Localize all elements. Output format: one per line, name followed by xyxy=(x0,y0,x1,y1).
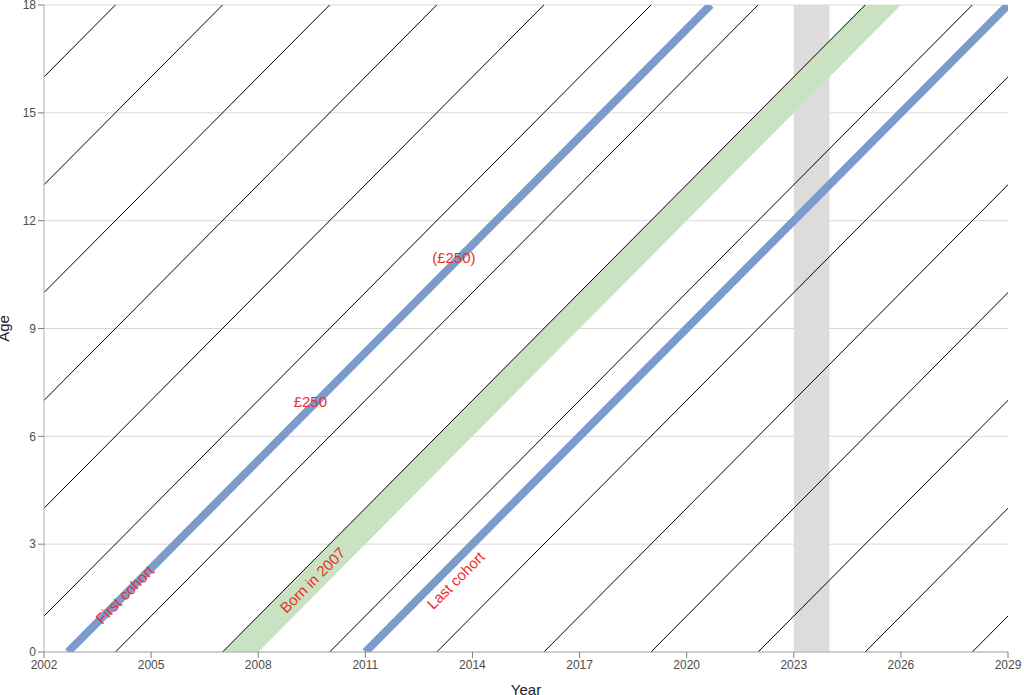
svg-text:2026: 2026 xyxy=(888,658,915,672)
svg-text:9: 9 xyxy=(29,322,36,336)
svg-text:2011: 2011 xyxy=(352,658,378,672)
svg-text:2017: 2017 xyxy=(566,658,593,672)
svg-text:£250: £250 xyxy=(294,393,327,410)
svg-text:0: 0 xyxy=(29,645,36,659)
svg-text:15: 15 xyxy=(23,106,37,120)
svg-text:18: 18 xyxy=(23,0,37,12)
svg-text:2014: 2014 xyxy=(459,658,486,672)
svg-text:2005: 2005 xyxy=(138,658,165,672)
svg-text:Born in 2007: Born in 2007 xyxy=(276,544,348,616)
svg-text:Year: Year xyxy=(511,681,541,695)
svg-text:2029: 2029 xyxy=(995,658,1016,672)
svg-text:2020: 2020 xyxy=(673,658,700,672)
svg-text:2002: 2002 xyxy=(31,658,58,672)
svg-text:12: 12 xyxy=(23,214,37,228)
svg-text:3: 3 xyxy=(29,537,36,551)
svg-text:First cohort: First cohort xyxy=(92,561,158,627)
svg-text:(£250): (£250) xyxy=(432,249,475,266)
svg-text:2008: 2008 xyxy=(245,658,272,672)
svg-text:6: 6 xyxy=(29,430,36,444)
svg-text:Age: Age xyxy=(8,315,12,342)
svg-text:Last cohort: Last cohort xyxy=(423,547,488,612)
svg-text:2023: 2023 xyxy=(780,658,807,672)
